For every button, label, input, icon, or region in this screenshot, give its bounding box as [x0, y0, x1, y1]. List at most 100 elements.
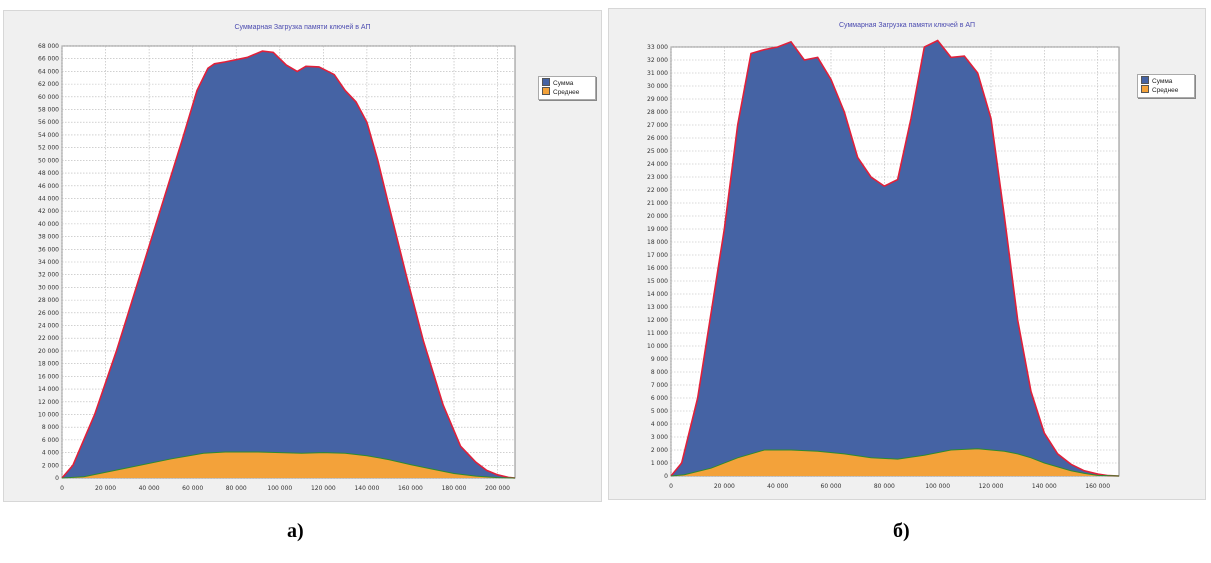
y-tick-label: 30 000: [38, 284, 59, 291]
legend-item-average: Среднее: [542, 87, 579, 96]
y-tick-label: 29 000: [647, 96, 668, 103]
series-sum-area: [671, 40, 1119, 476]
y-tick-label: 62 000: [38, 81, 59, 88]
chart-panel-b: Суммарная Загрузка памяти ключей в АП 0 1…: [608, 8, 1206, 500]
caption-a: а): [287, 520, 304, 542]
chart-a-plot: 0 2 000 4 000 6 000 8 000 10 000 12 000 14 000 1…: [38, 43, 516, 492]
x-tick-label: 80 000: [874, 483, 895, 490]
series-average-line: [61, 451, 516, 479]
y-tick-label: 58 000: [38, 107, 59, 114]
y-tick-label: 22 000: [647, 187, 668, 194]
y-tick-label: 18 000: [647, 239, 668, 246]
y-tick-label: 12 000: [647, 317, 668, 324]
x-tick-label: 40 000: [767, 483, 788, 490]
y-tick-label: 11 000: [647, 330, 668, 337]
y-tick-label: 22 000: [38, 335, 59, 342]
y-tick-label: 12 000: [38, 399, 59, 406]
y-tick-label: 18 000: [38, 361, 59, 368]
caption-b: б): [893, 520, 910, 542]
chart-legend: Сумма Среднее: [1137, 74, 1195, 98]
y-tick-label: 7 000: [651, 382, 668, 389]
y-tick-label: 0: [55, 475, 59, 482]
y-tick-label: 46 000: [38, 183, 59, 190]
y-tick-label: 42 000: [38, 208, 59, 215]
y-tick-label: 9 000: [651, 356, 668, 363]
y-tick-label: 20 000: [647, 213, 668, 220]
y-tick-label: 44 000: [38, 195, 59, 202]
x-tick-label: 140 000: [1032, 483, 1057, 490]
y-tick-label: 36 000: [38, 246, 59, 253]
y-tick-label: 52 000: [38, 145, 59, 152]
y-tick-label: 4 000: [42, 450, 59, 457]
y-tick-label: 8 000: [651, 369, 668, 376]
y-tick-label: 23 000: [647, 174, 668, 181]
y-tick-label: 32 000: [38, 272, 59, 279]
chart-panel-a: Суммарная Загрузка памяти ключей в АП 0 2…: [3, 10, 602, 502]
y-tick-label: 15 000: [647, 278, 668, 285]
series-sum-area: [62, 51, 515, 478]
legend-label: Сумма: [553, 80, 574, 87]
y-tick-label: 48 000: [38, 170, 59, 177]
y-tick-label: 19 000: [647, 226, 668, 233]
series-average-line: [670, 448, 1120, 477]
x-tick-label: 120 000: [311, 485, 336, 492]
x-tick-label: 20 000: [714, 483, 735, 490]
legend-item-average: Среднее: [1141, 85, 1178, 94]
y-tick-label: 24 000: [647, 161, 668, 168]
legend-label: Сумма: [1152, 78, 1173, 85]
x-tick-label: 60 000: [821, 483, 842, 490]
x-tick-label: 0: [669, 483, 673, 490]
legend-label: Среднее: [553, 89, 580, 96]
x-tick-label: 160 000: [1085, 483, 1110, 490]
y-tick-label: 38 000: [38, 234, 59, 241]
chart-title: Суммарная Загрузка памяти ключей в АП: [839, 22, 975, 29]
series-sum-line: [61, 50, 516, 479]
y-tick-label: 31 000: [647, 70, 668, 77]
series-sum-line: [670, 39, 1120, 477]
legend-swatch-sum: [1141, 76, 1149, 84]
x-tick-label: 180 000: [442, 485, 467, 492]
x-tick-label: 120 000: [979, 483, 1004, 490]
y-tick-label: 10 000: [38, 411, 59, 418]
legend-swatch-average: [1141, 85, 1149, 93]
x-tick-label: 200 000: [485, 485, 510, 492]
y-tick-label: 16 000: [38, 373, 59, 380]
x-tick-label: 20 000: [95, 485, 116, 492]
y-tick-label: 28 000: [647, 109, 668, 116]
x-tick-label: 140 000: [354, 485, 379, 492]
x-tick-label: 160 000: [398, 485, 423, 492]
legend-item-sum: Сумма: [1141, 76, 1172, 85]
y-tick-label: 8 000: [42, 424, 59, 431]
y-tick-label: 54 000: [38, 132, 59, 139]
x-tick-label: 100 000: [925, 483, 950, 490]
y-tick-label: 10 000: [647, 343, 668, 350]
y-tick-label: 28 000: [38, 297, 59, 304]
x-tick-label: 100 000: [267, 485, 292, 492]
y-tick-label: 24 000: [38, 323, 59, 330]
y-tick-label: 6 000: [42, 437, 59, 444]
y-tick-label: 33 000: [647, 44, 668, 51]
x-tick-label: 60 000: [182, 485, 203, 492]
chart-title: Суммарная Загрузка памяти ключей в АП: [234, 24, 371, 31]
y-tick-label: 20 000: [38, 348, 59, 355]
y-tick-label: 26 000: [38, 310, 59, 317]
x-tick-label: 0: [60, 485, 64, 492]
y-tick-label: 30 000: [647, 83, 668, 90]
y-tick-label: 68 000: [38, 43, 59, 50]
x-tick-label: 80 000: [226, 485, 247, 492]
chart-legend: Сумма Среднее: [538, 76, 596, 100]
y-tick-label: 0: [664, 473, 668, 480]
legend-label: Среднее: [1152, 87, 1179, 94]
y-tick-label: 56 000: [38, 119, 59, 126]
y-tick-label: 50 000: [38, 157, 59, 164]
chart-b-plot: 0 1 000 2 000 3 000 4 000 5 000 6 000 7 000 8 00…: [647, 39, 1120, 490]
y-tick-label: 2 000: [42, 462, 59, 469]
y-tick-label: 16 000: [647, 265, 668, 272]
y-tick-label: 13 000: [647, 304, 668, 311]
x-tick-label: 40 000: [139, 485, 160, 492]
y-tick-label: 3 000: [651, 434, 668, 441]
y-tick-label: 34 000: [38, 259, 59, 266]
y-tick-label: 5 000: [651, 408, 668, 415]
legend-swatch-average: [542, 87, 550, 95]
y-tick-label: 32 000: [647, 57, 668, 64]
